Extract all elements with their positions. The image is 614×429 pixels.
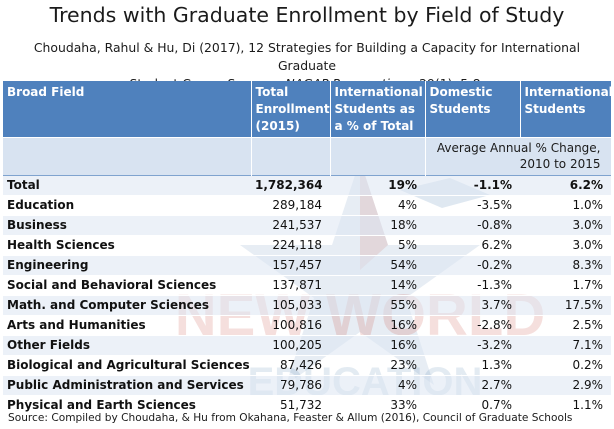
col-header-domestic: Domestic Students — [425, 81, 521, 137]
cell-intl-pct: 14% — [330, 274, 425, 296]
cell-field: Social and Behavioral Sciences — [3, 274, 251, 296]
cell-domestic-change: 1.3% — [425, 354, 520, 376]
cell-enrollment: 79,786 — [251, 374, 330, 396]
table-row: Arts and Humanities 100,816 16% -2.8% 2.5% — [3, 314, 611, 336]
col-header-field: Broad Field — [3, 81, 252, 137]
table-row: Engineering 157,457 54% -0.2% 8.3% — [3, 254, 611, 276]
cell-domestic-change: -2.8% — [425, 314, 520, 336]
col-header-total-enrollment: Total Enrollment (2015) — [251, 81, 331, 137]
cell-enrollment: 51,732 — [251, 394, 330, 416]
cell-field: Education — [3, 194, 251, 216]
cell-enrollment: 224,118 — [251, 234, 330, 256]
cell-international-change: 1.0% — [520, 194, 611, 216]
cell-intl-pct: 33% — [330, 394, 425, 416]
cell-enrollment: 1,782,364 — [251, 174, 330, 196]
cell-enrollment: 157,457 — [251, 254, 330, 276]
cell-international-change: 2.9% — [520, 374, 611, 396]
cell-domestic-change: 6.2% — [425, 234, 520, 256]
table-body: Total 1,782,364 19% -1.1% 6.2% Education 289,1… — [3, 174, 611, 416]
table-row: Math. and Computer Sciences 105,033 55% 3.7… — [3, 294, 611, 316]
table-row: Public Administration and Services 79,786… — [3, 374, 611, 396]
cell-international-change: 8.3% — [520, 254, 611, 276]
cell-domestic-change: -1.1% — [425, 174, 520, 196]
cell-international-change: 2.5% — [520, 314, 611, 336]
cell-field: Business — [3, 214, 251, 236]
cell-domestic-change: -3.5% — [425, 194, 520, 216]
cell-intl-pct: 55% — [330, 294, 425, 316]
cell-intl-pct: 4% — [330, 374, 425, 396]
cell-field: Public Administration and Services — [3, 374, 251, 396]
cell-field: Biological and Agricultural Sciences — [3, 354, 251, 376]
cell-enrollment: 100,816 — [251, 314, 330, 336]
table-row: Health Sciences 224,118 5% 6.2% 3.0% — [3, 234, 611, 256]
subheader-blank — [3, 136, 252, 175]
cell-enrollment: 289,184 — [251, 194, 330, 216]
table-row: Business 241,537 18% -0.8% 3.0% — [3, 214, 611, 236]
cell-intl-pct: 54% — [330, 254, 425, 276]
cell-enrollment: 137,871 — [251, 274, 330, 296]
cell-field: Engineering — [3, 254, 251, 276]
cell-field: Other Fields — [3, 334, 251, 356]
cell-enrollment: 105,033 — [251, 294, 330, 316]
source-note: Source: Compiled by Choudaha, & Hu from … — [8, 412, 573, 424]
table-row: Other Fields 100,205 16% -3.2% 7.1% — [3, 334, 611, 356]
table-row: Biological and Agricultural Sciences 87,4… — [3, 354, 611, 376]
page-title: Trends with Graduate Enrollment by Field… — [49, 3, 565, 27]
table-subheader-row: Average Annual % Change, 2010 to 2015 — [3, 136, 612, 175]
cell-intl-pct: 18% — [330, 214, 425, 236]
cell-field: Physical and Earth Sciences — [3, 394, 251, 416]
col-header-intl-share: International Students as a % of Total — [330, 81, 426, 137]
citation-line-1: Choudaha, Rahul & Hu, Di (2017), 12 Stra… — [33, 40, 581, 73]
cell-international-change: 7.1% — [520, 334, 611, 356]
cell-field: Arts and Humanities — [3, 314, 251, 336]
cell-domestic-change: -1.3% — [425, 274, 520, 296]
table-row: Social and Behavioral Sciences 137,871 14%… — [3, 274, 611, 296]
subheader-blank — [251, 136, 331, 175]
cell-international-change: 3.0% — [520, 234, 611, 256]
cell-domestic-change: 0.7% — [425, 394, 520, 416]
table-row: Physical and Earth Sciences 51,732 33% 0.7%… — [3, 394, 611, 416]
cell-intl-pct: 19% — [330, 174, 425, 196]
cell-intl-pct: 16% — [330, 314, 425, 336]
cell-field: Health Sciences — [3, 234, 251, 256]
table-row-total: Total 1,782,364 19% -1.1% 6.2% — [3, 174, 611, 196]
cell-intl-pct: 16% — [330, 334, 425, 356]
table-header-row: Broad Field Total Enrollment (2015) Inte… — [3, 81, 613, 137]
cell-international-change: 0.2% — [520, 354, 611, 376]
table-row: Education 289,184 4% -3.5% 1.0% — [3, 194, 611, 216]
col-header-international: International Students — [520, 81, 613, 137]
cell-international-change: 3.0% — [520, 214, 611, 236]
cell-domestic-change: -3.2% — [425, 334, 520, 356]
cell-domestic-change: 3.7% — [425, 294, 520, 316]
cell-international-change: 6.2% — [520, 174, 611, 196]
cell-domestic-change: 2.7% — [425, 374, 520, 396]
cell-international-change: 17.5% — [520, 294, 611, 316]
cell-domestic-change: -0.8% — [425, 214, 520, 236]
cell-international-change: 1.1% — [520, 394, 611, 416]
cell-intl-pct: 23% — [330, 354, 425, 376]
cell-enrollment: 87,426 — [251, 354, 330, 376]
cell-field: Math. and Computer Sciences — [3, 294, 251, 316]
cell-international-change: 1.7% — [520, 274, 611, 296]
cell-field: Total — [3, 174, 251, 196]
cell-enrollment: 241,537 — [251, 214, 330, 236]
cell-enrollment: 100,205 — [251, 334, 330, 356]
cell-intl-pct: 5% — [330, 234, 425, 256]
subheader-blank — [330, 136, 426, 175]
cell-intl-pct: 4% — [330, 194, 425, 216]
enrollment-table: Broad Field Total Enrollment (2015) Inte… — [3, 81, 613, 416]
subheader-avg-change: Average Annual % Change, 2010 to 2015 — [425, 136, 612, 175]
cell-domestic-change: -0.2% — [425, 254, 520, 276]
